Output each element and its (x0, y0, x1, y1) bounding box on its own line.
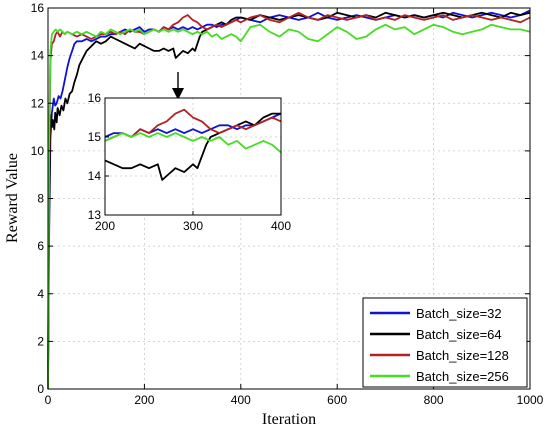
legend: Batch_size=32 Batch_size=64 Batch_size=128… (362, 297, 528, 388)
inset-series-line-batch-size-256 (104, 132, 282, 154)
inset-y-tick-label: 16 (88, 91, 102, 105)
y-tick-label: 4 (37, 287, 44, 301)
legend-label-batch-size-64: Batch_size=64 (416, 327, 502, 342)
y-tick-label: 2 (37, 334, 44, 348)
y-tick-label: 8 (37, 192, 44, 206)
main-series-group (47, 9, 531, 390)
inset-y-tick-label: 15 (88, 130, 102, 144)
legend-label-batch-size-32: Batch_size=32 (416, 306, 502, 321)
inset-x-tick-label: 200 (95, 219, 115, 233)
y-axis-title: Reward Value (4, 153, 21, 243)
inset-x-tick-label: 400 (271, 219, 291, 233)
inset-series-line-batch-size-128 (104, 108, 282, 142)
series-line-batch-size-256 (47, 23, 531, 390)
inset-series-line-batch-size-64 (104, 112, 281, 181)
legend-label-batch-size-128: Batch_size=128 (416, 348, 509, 363)
legend-label-batch-size-256: Batch_size=256 (416, 369, 509, 384)
x-tick-label: 200 (134, 393, 154, 407)
zoom-arrow-icon (172, 72, 184, 100)
y-tick-label: 16 (31, 1, 45, 15)
x-tick-label: 600 (327, 393, 347, 407)
inset-x-tick-label: 300 (183, 219, 203, 233)
y-tick-label: 14 (31, 49, 45, 63)
y-tick-label: 10 (31, 144, 45, 158)
y-tick-label: 0 (37, 382, 44, 396)
inset-ticks: 200 300 400 13 14 15 16 (88, 91, 292, 233)
inset-y-tick-label: 13 (88, 208, 102, 222)
x-tick-label: 800 (424, 393, 444, 407)
x-tick-label: 0 (45, 393, 52, 407)
x-axis-title: Iteration (262, 411, 316, 428)
series-line-batch-size-64 (47, 11, 531, 390)
y-tick-label: 12 (31, 96, 45, 110)
inset-y-tick-label: 14 (88, 169, 102, 183)
x-tick-label: 1000 (517, 393, 544, 407)
y-tick-label: 6 (37, 239, 44, 253)
inset-gridlines (105, 98, 281, 215)
x-tick-label: 400 (231, 393, 251, 407)
series-line-batch-size-128 (47, 11, 531, 390)
inset-series-group (104, 108, 282, 181)
inset-plot-area (105, 98, 281, 215)
main-ticks: 0 200 400 600 800 1000 0 2 4 6 8 10 12 14 16 (31, 1, 544, 407)
